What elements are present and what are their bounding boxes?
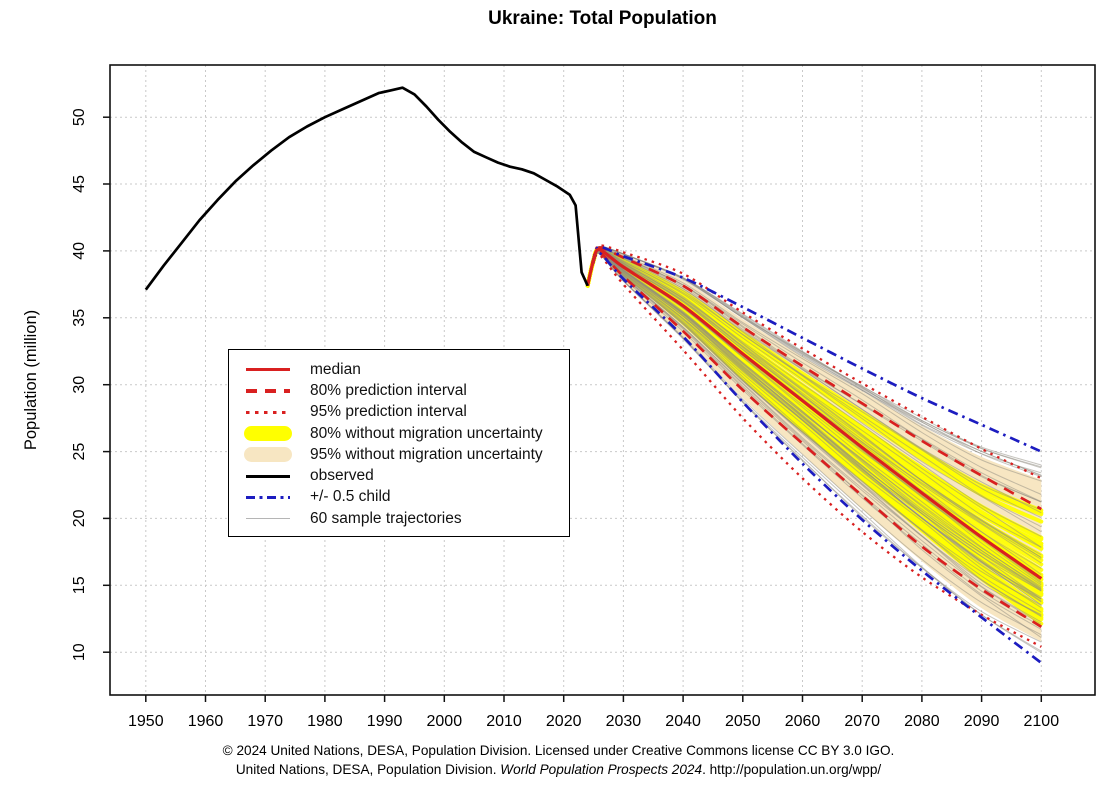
x-tick-label: 1970 xyxy=(247,713,283,730)
legend-item-label: median xyxy=(310,360,361,378)
median-line xyxy=(586,247,1043,580)
legend-box: median 80% prediction interval 95% predict… xyxy=(228,349,570,537)
x-tick-label: 2070 xyxy=(844,713,880,730)
legend-swatch-dashed-line xyxy=(246,389,290,393)
legend-item-label: 80% without migration uncertainty xyxy=(310,424,543,442)
legend-item: 60 sample trajectories xyxy=(229,508,569,529)
legend-item: 95% prediction interval xyxy=(229,402,569,423)
legend-item-label: 95% without migration uncertainty xyxy=(310,445,543,463)
y-tick-label: 50 xyxy=(71,108,88,126)
y-tick-label: 45 xyxy=(71,175,88,193)
legend-item-label: +/- 0.5 child xyxy=(310,488,391,506)
half-child-upper-line xyxy=(586,245,1042,453)
legend-swatch-band xyxy=(244,426,292,442)
legend-item-label: observed xyxy=(310,467,374,485)
legend-swatch-solid-line xyxy=(246,368,290,372)
x-tick-label: 2090 xyxy=(964,713,1000,730)
y-axis-label: Population (million) xyxy=(22,310,40,450)
legend-item: 80% without migration uncertainty xyxy=(229,423,569,444)
y-tick-label: 35 xyxy=(71,309,88,327)
x-tick-label: 2060 xyxy=(785,713,821,730)
x-tick-label: 1950 xyxy=(128,713,164,730)
x-tick-label: 2020 xyxy=(546,713,582,730)
x-tick-label: 2000 xyxy=(427,713,463,730)
chart-title: Ukraine: Total Population xyxy=(488,8,717,29)
y-tick-label: 25 xyxy=(71,443,88,461)
x-tick-label: 2100 xyxy=(1024,713,1060,730)
legend-item: +/- 0.5 child xyxy=(229,487,569,508)
legend-swatch-solid-line xyxy=(246,474,290,478)
legend-swatch-band xyxy=(244,447,292,463)
legend-item: median xyxy=(229,359,569,380)
footer: © 2024 United Nations, DESA, Population … xyxy=(0,741,1117,779)
x-tick-label: 2010 xyxy=(486,713,522,730)
half-child-lower-line xyxy=(586,251,1043,664)
axes: 1950 1960 1970 1980 1990 2000 2010 2020 2030 2040… xyxy=(71,108,1059,730)
footer-line1: © 2024 United Nations, DESA, Population … xyxy=(222,743,895,758)
x-tick-label: 2040 xyxy=(665,713,701,730)
legend-item: 95% without migration uncertainty xyxy=(229,444,569,465)
pi80-lower-line xyxy=(586,250,1043,628)
x-tick-label: 2030 xyxy=(606,713,642,730)
footer-line2: United Nations, DESA, Population Divisio… xyxy=(235,762,882,777)
y-tick-label: 20 xyxy=(71,509,88,527)
x-tick-label: 1980 xyxy=(307,713,343,730)
legend-item-label: 60 sample trajectories xyxy=(310,509,462,527)
legend-item: observed xyxy=(229,465,569,486)
x-tick-label: 1990 xyxy=(367,713,403,730)
legend-swatch-thin-line xyxy=(246,517,290,520)
x-tick-label: 2080 xyxy=(904,713,940,730)
legend-swatch-dotted-line xyxy=(246,410,290,414)
x-tick-label: 1960 xyxy=(188,713,224,730)
legend-item-label: 80% prediction interval xyxy=(310,381,467,399)
y-tick-label: 40 xyxy=(71,242,88,260)
observed-line xyxy=(144,86,589,291)
legend-swatch-dashdot-line xyxy=(246,495,290,500)
plot-border xyxy=(109,64,1096,696)
y-tick-label: 10 xyxy=(71,643,88,661)
y-tick-label: 30 xyxy=(71,376,88,394)
legend-item-label: 95% prediction interval xyxy=(310,403,467,421)
x-tick-label: 2050 xyxy=(725,713,761,730)
y-tick-label: 15 xyxy=(71,576,88,594)
legend-item: 80% prediction interval xyxy=(229,380,569,401)
